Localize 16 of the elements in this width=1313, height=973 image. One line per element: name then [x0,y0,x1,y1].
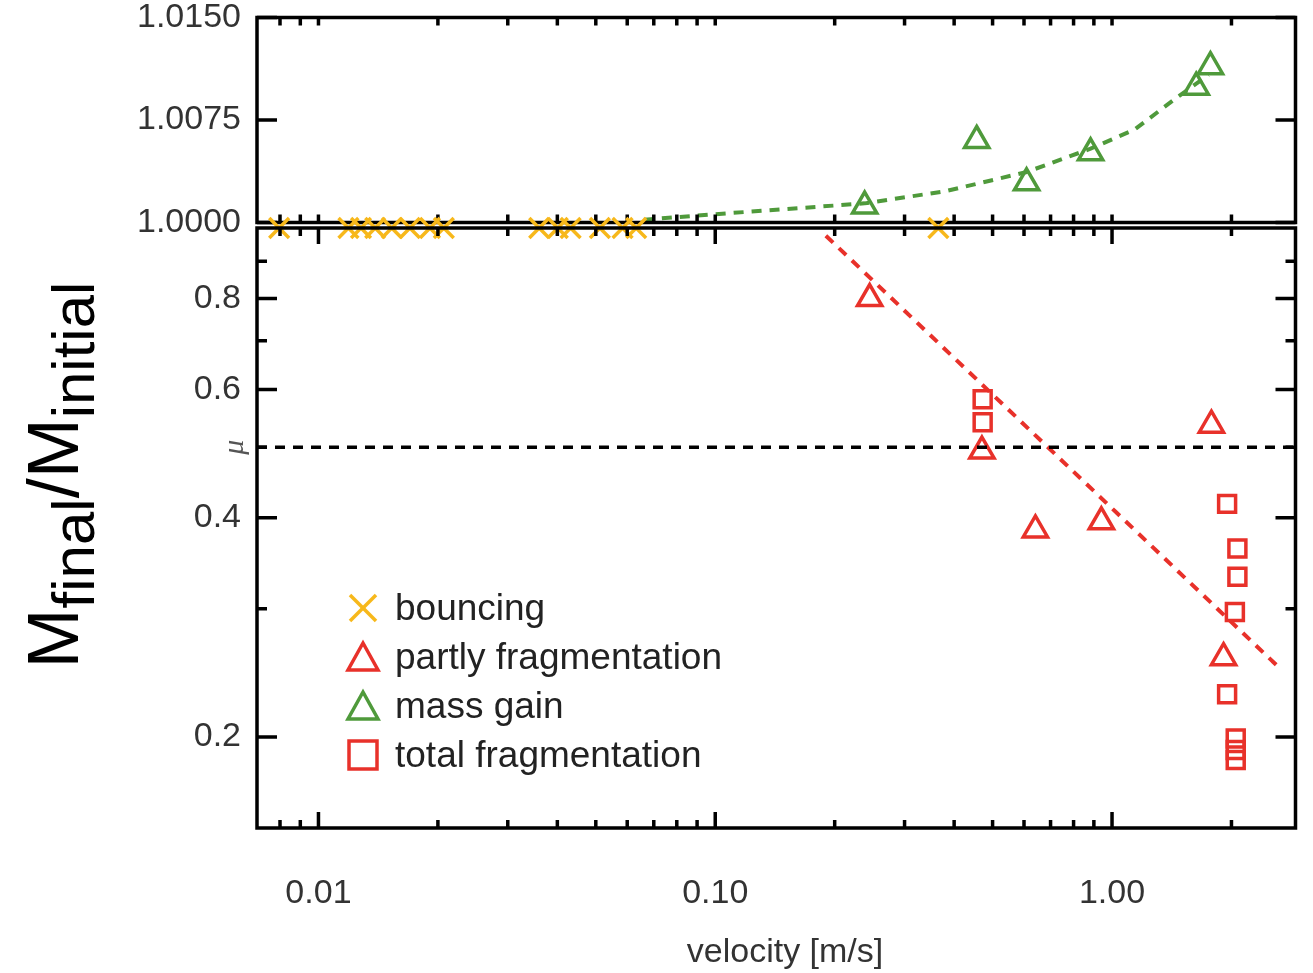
y-tick-label: 1.0150 [137,0,241,34]
legend-label: bouncing [395,586,546,629]
y-tick-label: 1.0075 [137,98,241,137]
x-tick-label: 1.00 [1078,871,1146,910]
y-tick-label: 0.8 [193,276,241,315]
x-axis-title: velocity [m/s] [686,930,884,970]
y-tick-label: 0.4 [193,496,241,535]
ref-line-label: μ [215,439,249,456]
y-tick-label: 1.0000 [137,200,241,239]
legend-label: total fragmentation [395,733,702,776]
legend-label: partly fragmentation [395,635,723,678]
y-tick-label: 0.2 [193,715,241,754]
x-tick-label: 0.01 [285,871,352,910]
x-tick-label: 0.10 [682,871,749,910]
legend-label: mass gain [395,684,564,727]
y-tick-label: 0.6 [193,367,241,406]
